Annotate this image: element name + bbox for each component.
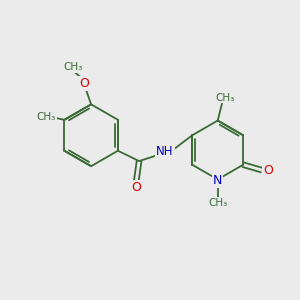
Text: NH: NH [156, 146, 174, 158]
Text: O: O [131, 181, 141, 194]
Text: O: O [263, 164, 273, 176]
Text: O: O [79, 77, 89, 90]
Text: CH₃: CH₃ [208, 198, 227, 208]
Text: CH₃: CH₃ [63, 62, 82, 72]
Text: N: N [213, 173, 222, 187]
Text: CH₃: CH₃ [215, 93, 235, 103]
Text: CH₃: CH₃ [37, 112, 56, 122]
